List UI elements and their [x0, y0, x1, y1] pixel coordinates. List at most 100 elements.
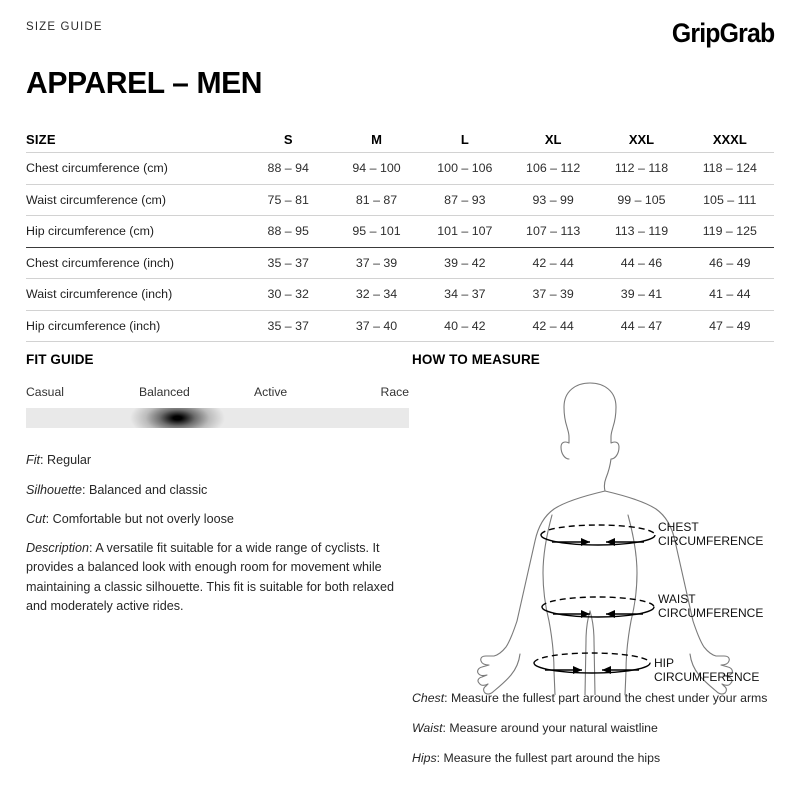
- row-label: Hip circumference (inch): [26, 309, 245, 342]
- cell: 88 – 94: [244, 152, 333, 184]
- fit-attribute-cut: Cut: Comfortable but not overly loose: [26, 512, 234, 526]
- cell: 46 – 49: [685, 246, 774, 279]
- row-label: Hip circumference (cm): [26, 215, 245, 247]
- fit-guide-title: FIT GUIDE: [26, 352, 94, 367]
- cell: 32 – 34: [332, 278, 421, 310]
- measure-value: Measure around your natural waistline: [449, 721, 658, 735]
- chest-measure-ellipse: [540, 524, 656, 546]
- cell: 95 – 101: [332, 215, 421, 247]
- column-header-s: S: [283, 131, 293, 147]
- cell: 99 – 105: [597, 183, 686, 216]
- cell: 107 – 113: [509, 215, 598, 247]
- how-to-measure-title: HOW TO MEASURE: [412, 352, 540, 367]
- cell: 101 – 107: [420, 215, 509, 247]
- chest-callout-line1: CHEST: [658, 520, 699, 534]
- column-header-xxxl: XXXL: [712, 131, 747, 147]
- cell: 35 – 37: [244, 309, 333, 342]
- measure-term: Chest: [412, 691, 445, 705]
- fit-scale-marker: [125, 408, 229, 428]
- fit-attribute-term: Cut: [26, 512, 46, 526]
- waist-measure-ellipse: [541, 596, 655, 618]
- column-header-l: L: [460, 131, 469, 147]
- size-table-body: Chest circumference (cm) 88 – 94 94 – 10…: [26, 152, 774, 342]
- fit-attribute-silhouette: Silhouette: Balanced and classic: [26, 482, 208, 497]
- fit-attribute-value: Balanced and classic: [89, 482, 208, 497]
- cell: 93 – 99: [509, 183, 598, 216]
- table-row: Waist circumference (cm) 75 – 81 81 – 87…: [26, 183, 774, 216]
- measure-instruction-chest: Chest: Measure the fullest part around t…: [412, 691, 768, 705]
- fit-scale-track: [26, 408, 409, 428]
- fit-scale-label-balanced: Balanced: [139, 385, 190, 399]
- measure-value: Measure the fullest part around the ches…: [450, 691, 768, 705]
- column-header-xl: XL: [544, 131, 562, 147]
- table-row: Hip circumference (cm) 88 – 95 95 – 101 …: [26, 215, 774, 247]
- column-header-m: M: [371, 131, 382, 147]
- fit-attribute-term: Silhouette: [26, 482, 83, 497]
- measure-value: Measure the fullest part around the hips: [443, 751, 661, 765]
- row-label: Waist circumference (inch): [26, 278, 245, 310]
- row-label: Waist circumference (cm): [26, 183, 245, 216]
- cell: 88 – 95: [244, 215, 333, 247]
- hip-measure-ellipse: [533, 652, 651, 674]
- measure-instructions: Chest: Measure the fullest part around t…: [412, 689, 792, 779]
- column-header-xxl: XXL: [628, 131, 655, 147]
- cell: 100 – 106: [420, 152, 509, 184]
- fit-description: Description: A versatile fit suitable fo…: [26, 540, 394, 614]
- cell: 35 – 37: [244, 246, 333, 279]
- cell: 37 – 39: [509, 278, 598, 310]
- cell: 39 – 42: [420, 246, 509, 279]
- hip-callout-line1: HIP: [654, 656, 674, 670]
- body-diagram-svg: CHEST CIRCUMFERENCE WAIST CIRCUMFERENCE …: [477, 382, 763, 695]
- chest-callout-line2: CIRCUMFERENCE: [658, 534, 763, 548]
- cell: 118 – 124: [685, 152, 774, 184]
- cell: 37 – 39: [332, 246, 421, 279]
- fit-attribute-value: Comfortable but not overly loose: [52, 512, 234, 526]
- page-title: APPAREL – MEN: [26, 65, 263, 100]
- cell: 30 – 32: [244, 278, 333, 310]
- eyebrow-label: SIZE GUIDE: [26, 21, 103, 33]
- cell: 37 – 40: [332, 309, 421, 342]
- cell: 105 – 111: [685, 183, 774, 216]
- cell: 42 – 44: [509, 246, 598, 279]
- fit-scale-label-active: Active: [254, 385, 288, 399]
- measure-term: Waist: [412, 721, 443, 735]
- cell: 40 – 42: [420, 309, 509, 342]
- cell: 34 – 37: [420, 278, 509, 310]
- table-row: Waist circumference (inch) 30 – 32 32 – …: [26, 278, 774, 310]
- row-label: Chest circumference (cm): [26, 152, 245, 184]
- measurement-figure: CHEST CIRCUMFERENCE WAIST CIRCUMFERENCE …: [412, 375, 784, 695]
- fit-attribute-term: Fit: [26, 453, 40, 467]
- brand-logo: GripGrab: [671, 18, 775, 48]
- column-header-size: SIZE: [26, 131, 56, 147]
- how-to-measure-section: HOW TO MEASURE: [412, 352, 784, 695]
- measure-instruction-waist: Waist: Measure around your natural waist…: [412, 721, 658, 735]
- table-header-row: SIZE S M L XL XXL XXXL: [26, 126, 774, 153]
- page-header: SIZE GUIDE GripGrab: [26, 18, 775, 50]
- cell: 119 – 125: [685, 215, 774, 247]
- cell: 94 – 100: [332, 152, 421, 184]
- size-table-head: SIZE S M L XL XXL XXXL: [26, 126, 774, 153]
- fit-description-term: Description: [26, 540, 89, 555]
- cell: 113 – 119: [597, 215, 686, 247]
- cell: 39 – 41: [597, 278, 686, 310]
- cell: 87 – 93: [420, 183, 509, 216]
- cell: 75 – 81: [244, 183, 333, 216]
- fit-description-value: A versatile fit suitable for a wide rang…: [26, 540, 394, 614]
- cell: 81 – 87: [332, 183, 421, 216]
- hip-callout-line2: CIRCUMFERENCE: [654, 670, 759, 684]
- fit-scale-label-race: Race: [380, 385, 409, 399]
- table-row: Hip circumference (inch) 35 – 37 37 – 40…: [26, 309, 774, 342]
- cell: 44 – 46: [597, 246, 686, 279]
- row-label: Chest circumference (inch): [26, 246, 245, 279]
- cell: 42 – 44: [509, 309, 598, 342]
- table-row: Chest circumference (cm) 88 – 94 94 – 10…: [26, 152, 774, 184]
- fit-scale-label-casual: Casual: [26, 385, 64, 399]
- fit-guide-section: FIT GUIDE Casual Balanced Active Race Fi…: [26, 352, 409, 625]
- fit-attributes: Fit: Regular Silhouette: Balanced and cl…: [26, 450, 409, 617]
- waist-callout-line1: WAIST: [658, 592, 696, 606]
- cell: 41 – 44: [685, 278, 774, 310]
- cell: 106 – 112: [509, 152, 598, 184]
- measure-instruction-hips: Hips: Measure the fullest part around th…: [412, 751, 661, 765]
- fit-attribute-value: Regular: [47, 453, 92, 467]
